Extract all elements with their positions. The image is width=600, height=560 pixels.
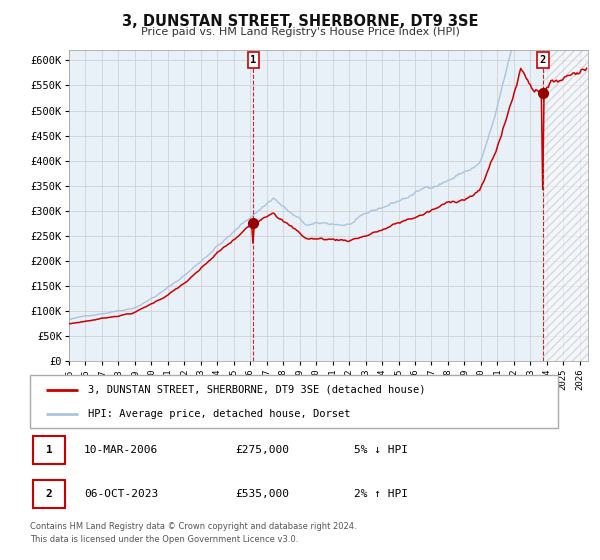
Text: 3, DUNSTAN STREET, SHERBORNE, DT9 3SE (detached house): 3, DUNSTAN STREET, SHERBORNE, DT9 3SE (d… <box>88 385 425 395</box>
Text: This data is licensed under the Open Government Licence v3.0.: This data is licensed under the Open Gov… <box>30 535 298 544</box>
Text: 1: 1 <box>46 445 52 455</box>
FancyBboxPatch shape <box>30 375 558 428</box>
Text: Price paid vs. HM Land Registry's House Price Index (HPI): Price paid vs. HM Land Registry's House … <box>140 27 460 37</box>
Text: 5% ↓ HPI: 5% ↓ HPI <box>354 445 408 455</box>
Text: HPI: Average price, detached house, Dorset: HPI: Average price, detached house, Dors… <box>88 409 350 419</box>
Text: 06-OCT-2023: 06-OCT-2023 <box>84 489 158 499</box>
Bar <box>543 50 588 361</box>
Text: 1: 1 <box>250 55 256 65</box>
FancyBboxPatch shape <box>33 436 65 464</box>
Text: £275,000: £275,000 <box>235 445 289 455</box>
Text: £535,000: £535,000 <box>235 489 289 499</box>
Text: 3, DUNSTAN STREET, SHERBORNE, DT9 3SE: 3, DUNSTAN STREET, SHERBORNE, DT9 3SE <box>122 14 478 29</box>
Text: 2: 2 <box>540 55 546 65</box>
FancyBboxPatch shape <box>33 480 65 507</box>
Text: 2: 2 <box>46 489 52 499</box>
Text: Contains HM Land Registry data © Crown copyright and database right 2024.: Contains HM Land Registry data © Crown c… <box>30 522 356 531</box>
Text: 10-MAR-2006: 10-MAR-2006 <box>84 445 158 455</box>
Text: 2% ↑ HPI: 2% ↑ HPI <box>354 489 408 499</box>
